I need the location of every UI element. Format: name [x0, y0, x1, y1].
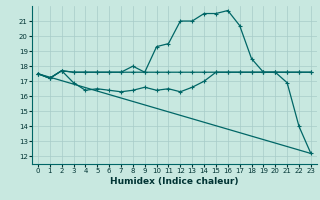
X-axis label: Humidex (Indice chaleur): Humidex (Indice chaleur)	[110, 177, 239, 186]
